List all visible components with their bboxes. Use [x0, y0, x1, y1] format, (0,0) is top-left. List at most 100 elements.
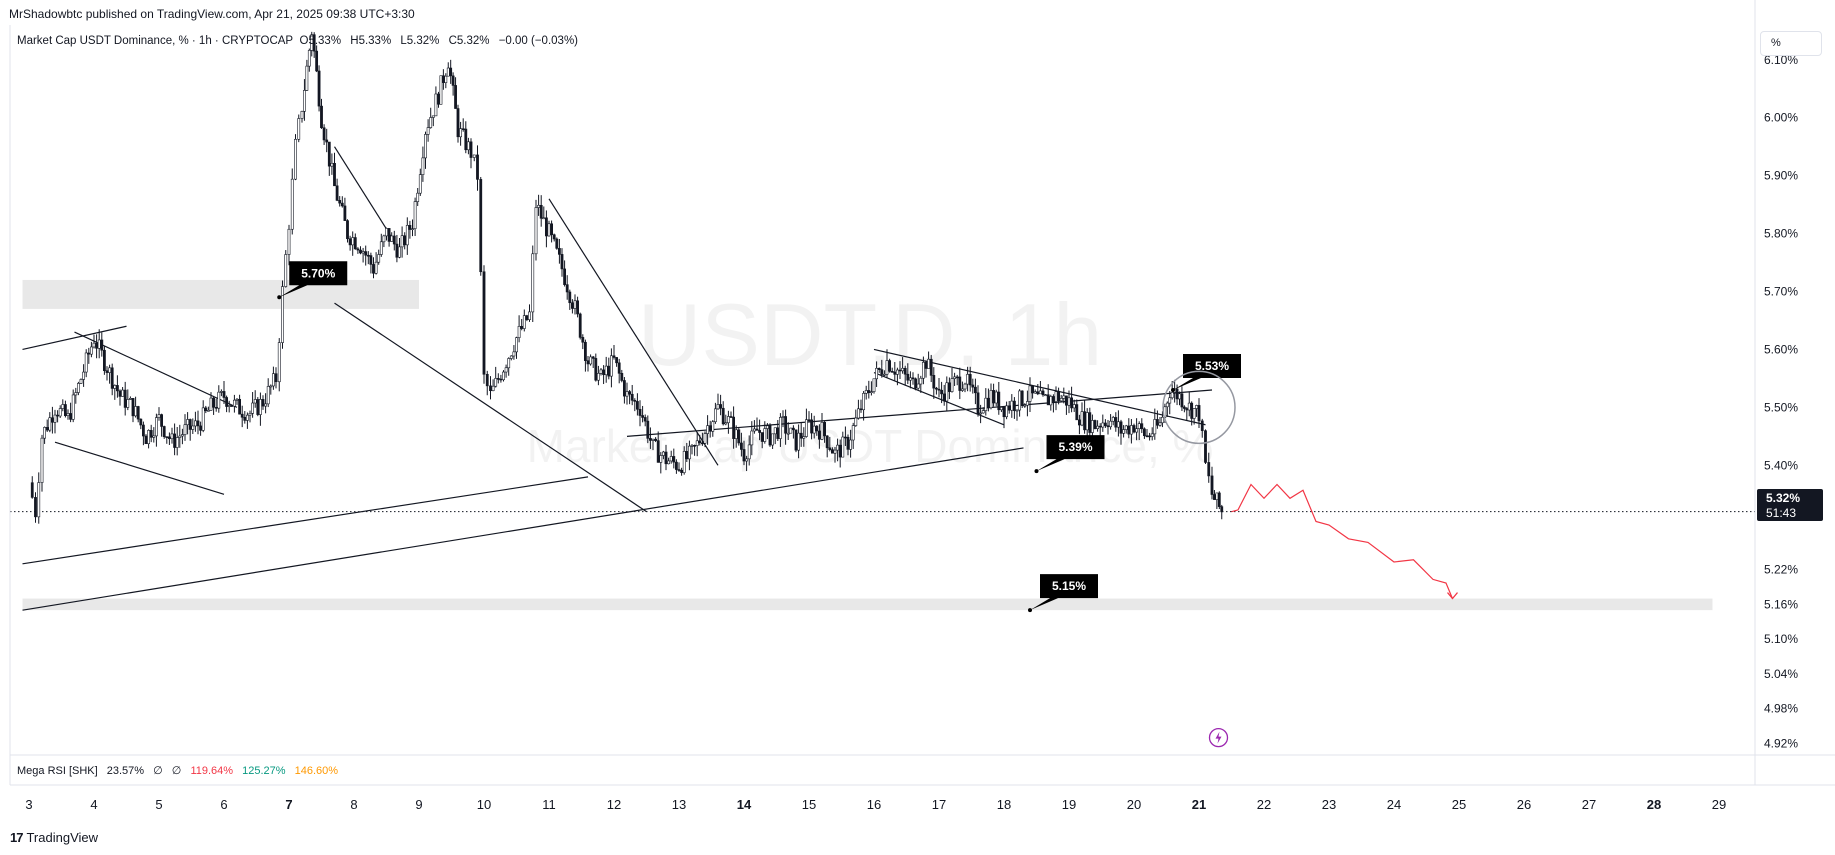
current-price-label: 5.32%: [1766, 491, 1800, 505]
symbol-legend[interactable]: Market Cap USDT Dominance, % · 1h · CRYP…: [17, 35, 578, 47]
tradingview-logo[interactable]: 17 TradingView: [10, 830, 98, 845]
indicator-value: 119.64%: [190, 765, 234, 777]
candle-body: [253, 399, 257, 404]
candle-body: [1088, 412, 1092, 433]
candle-body: [599, 369, 603, 374]
candle-body: [786, 432, 790, 435]
candle-body: [981, 410, 985, 414]
candle-body: [869, 391, 873, 394]
lightning-icon: [1215, 731, 1222, 744]
candle-body: [1180, 393, 1184, 408]
candle-body: [544, 217, 548, 237]
candle-body: [867, 390, 871, 394]
candle-body: [721, 407, 725, 425]
candle-body: [366, 254, 370, 257]
candle-body: [893, 371, 897, 375]
candle-body: [196, 420, 200, 427]
candle-body: [661, 451, 665, 456]
price-axis[interactable]: 6.10% 6.00% 5.90% 5.80% 5.70% 5.60% 5.50% 5.40%…: [1764, 53, 1798, 751]
candle-body: [307, 50, 311, 67]
time-axis[interactable]: 3 4 5 6 7 8 9 10 11 12 13 14 15 16 17 18 19 20 21 22 23 24 25 2…: [25, 797, 1726, 812]
candle-body: [256, 399, 260, 415]
time-axis-label: 23: [1322, 797, 1336, 812]
candle-body: [927, 358, 931, 369]
candle-body: [461, 128, 465, 130]
candle-body: [940, 389, 944, 395]
candle-body: [682, 451, 686, 473]
candle-body: [40, 437, 44, 483]
candle-body: [517, 326, 521, 338]
candle-body: [413, 201, 417, 229]
candle-body: [836, 444, 840, 451]
candle-body: [1065, 395, 1068, 406]
candle-body: [251, 402, 255, 414]
trendline: [626, 389, 1213, 437]
candle-body: [71, 394, 75, 420]
trendline-layer: [10, 146, 1755, 611]
candle-body: [199, 425, 203, 431]
candle-body: [622, 380, 626, 397]
candle-body: [687, 445, 691, 460]
candle-body: [1101, 422, 1105, 428]
candle-body: [700, 442, 704, 445]
price-axis-label: 5.40%: [1764, 458, 1798, 472]
time-axis-label: 15: [802, 797, 816, 812]
candle-body: [1197, 405, 1201, 422]
candle-body: [491, 385, 495, 392]
ohlc-open: O5.33%: [299, 35, 342, 47]
candle-body: [999, 407, 1003, 411]
candle-body: [945, 382, 949, 402]
candle-body: [1168, 397, 1172, 404]
candle-body: [165, 436, 169, 438]
candle-body: [674, 461, 678, 470]
candle-body: [1062, 395, 1066, 399]
candle-body: [469, 141, 473, 158]
candle-body: [1039, 390, 1042, 395]
candle-body: [385, 228, 388, 237]
candle-body: [828, 447, 832, 450]
candle-body: [1111, 417, 1115, 422]
candle-body: [66, 413, 70, 416]
candle-body: [207, 409, 210, 412]
candle-body: [854, 417, 858, 426]
candle-body: [573, 300, 577, 309]
candle-body: [30, 482, 34, 498]
candle-body: [1109, 420, 1113, 428]
symbol-title: Market Cap USDT Dominance, % · 1h · CRYP…: [17, 35, 294, 47]
candle-body: [534, 207, 538, 255]
time-axis-label: 5: [155, 797, 162, 812]
candle-body: [651, 438, 655, 441]
candle-body: [429, 117, 433, 128]
candle-body: [43, 427, 47, 439]
candle-body: [1085, 412, 1089, 431]
candle-body: [315, 50, 319, 72]
candle-body: [418, 174, 422, 194]
candle-body: [555, 238, 559, 249]
candle-body: [1028, 385, 1032, 402]
time-axis-label: 14: [737, 797, 752, 812]
candle-body: [1033, 391, 1037, 394]
candle-body: [170, 433, 174, 440]
candle-body: [340, 202, 344, 207]
candle-body: [760, 432, 764, 442]
candle-body: [147, 430, 151, 445]
candle-layer: [30, 31, 1224, 524]
percent-scale-button[interactable]: %: [1760, 31, 1822, 56]
time-axis-label: 10: [477, 797, 491, 812]
candle-body: [711, 421, 715, 432]
candle-body: [56, 414, 60, 417]
candle-body: [520, 326, 524, 329]
candle-body: [890, 371, 894, 373]
candle-body: [576, 300, 580, 315]
trendline: [333, 146, 394, 240]
candle-body: [664, 451, 668, 465]
candle-body: [456, 108, 460, 138]
indicator-legend[interactable]: Mega RSI [SHK] 23.57% ∅ ∅ 119.64% 125.27…: [17, 764, 344, 777]
time-axis-label: 12: [607, 797, 621, 812]
candle-body: [129, 398, 132, 400]
candle-body: [1046, 394, 1050, 406]
candle-body: [776, 427, 780, 439]
candle-body: [1187, 402, 1191, 411]
time-axis-label: 11: [542, 797, 556, 812]
